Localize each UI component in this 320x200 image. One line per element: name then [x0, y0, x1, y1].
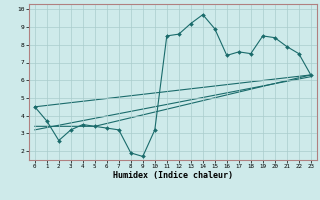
- X-axis label: Humidex (Indice chaleur): Humidex (Indice chaleur): [113, 171, 233, 180]
